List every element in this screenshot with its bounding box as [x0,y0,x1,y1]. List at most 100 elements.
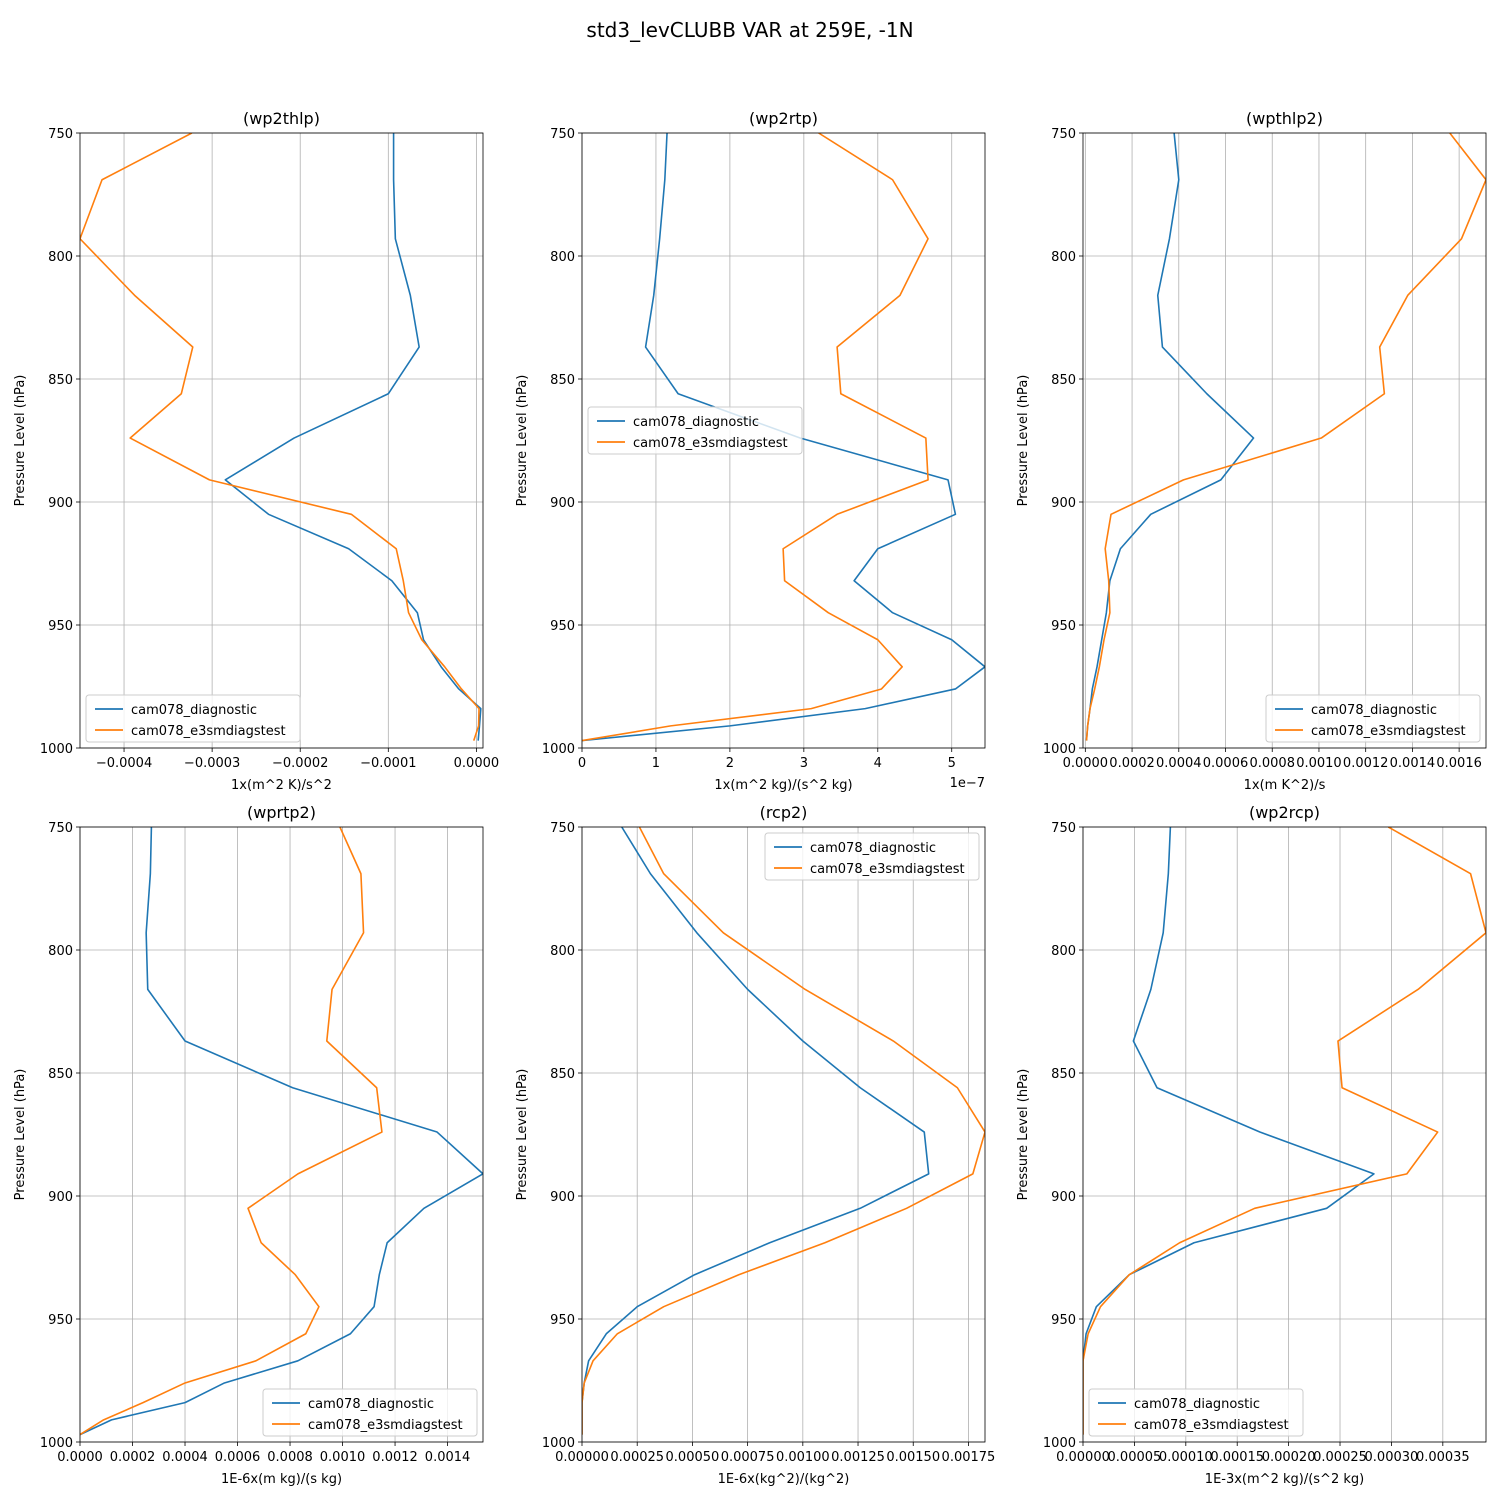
y-tick-label: 850 [550,1067,575,1082]
legend-label: cam078_e3smdiagstest [633,436,788,451]
subplot-wpthlp2: 0.0000 0.0002 0.0004 0.0006 0.0008 0.0010 0.00… [1016,109,1487,793]
series-line-cam078_e3smdiagstest [80,827,383,1436]
x-tick-label: 0.0002 [110,1450,156,1465]
plot-frame [1082,132,1487,749]
y-tick-label: 900 [48,496,73,511]
x-tick-label: 5 [948,756,956,771]
legend-label: cam078_e3smdiagstest [1311,724,1466,739]
x-tick-label: 0 [578,756,586,771]
x-tick-label: 0.0000 [454,756,500,771]
x-axis-label: 1E-6x(m kg)/(s kg) [221,1472,342,1487]
figure-title: std3_levCLUBB VAR at 259E, -1N [586,18,913,42]
series-line-cam078_diagnostic [80,827,483,1436]
subplot-title: (rcp2) [760,803,808,822]
legend-label: cam078_diagnostic [308,1397,434,1412]
subplot-rcp2: 0.00000 0.00025 0.00050 0.00075 0.00100 0.001… [515,803,995,1487]
x-tick-label: −0.0004 [96,756,152,771]
y-tick-label: 850 [550,373,575,388]
subplot-title: (wprtp2) [247,803,316,822]
legend-label: cam078_diagnostic [633,415,759,430]
y-tick-label: 800 [48,250,73,265]
legend-box [262,1388,478,1437]
subplot-title: (wp2thlp) [243,109,320,128]
x-tick-label: 0.00005 [1108,1450,1162,1465]
x-tick-label: 0.00100 [776,1450,830,1465]
x-tick-label: 0.00025 [610,1450,664,1465]
legend: cam078_diagnostic cam078_e3smdiagstest [1265,694,1481,743]
legend-label: cam078_e3smdiagstest [308,1418,463,1433]
subplot-wp2thlp: −0.0004 −0.0003 −0.0002 −0.0001 0.0000 750 800… [13,109,499,793]
x-tick-label: 0.00175 [942,1450,996,1465]
series-line-cam078_diagnostic [582,133,985,742]
y-tick-label: 750 [48,127,73,142]
y-axis-label: Pressure Level (hPa) [13,375,28,507]
x-tick-label: 0.0012 [1343,756,1389,771]
series-line-cam078_e3smdiagstest [582,133,929,742]
x-tick-label: 0.0002 [1109,756,1155,771]
subplot-grid: −0.0004 −0.0003 −0.0002 −0.0001 0.0000 750 800… [13,109,1487,1487]
y-tick-label: 850 [48,1067,73,1082]
legend: cam078_diagnostic cam078_e3smdiagstest [85,694,301,743]
y-tick-label: 950 [550,619,575,634]
series-line-cam078_diagnostic [582,827,930,1435]
series-line-cam078_e3smdiagstest [80,133,480,741]
x-tick-label: 0.0016 [1436,756,1482,771]
x-tick-label: 1 [652,756,660,771]
y-tick-label: 1000 [542,742,575,757]
x-tick-label: 0.00015 [1210,1450,1264,1465]
legend-box [85,694,301,743]
x-tick-label: 0.00030 [1365,1450,1419,1465]
plot-frame [79,826,484,1443]
y-tick-label: 800 [550,944,575,959]
x-tick-label: 0.00000 [555,1450,609,1465]
y-tick-label: 950 [48,619,73,634]
y-tick-label: 950 [1051,1313,1076,1328]
legend-label: cam078_e3smdiagstest [1134,1418,1289,1433]
x-tick-label: 0.0008 [267,1450,313,1465]
y-tick-label: 900 [550,1190,575,1205]
x-tick-label: 0.00050 [666,1450,720,1465]
x-tick-label: −0.0001 [360,756,416,771]
y-tick-label: 1000 [1043,1436,1076,1451]
y-tick-label: 900 [550,496,575,511]
y-axis-label: Pressure Level (hPa) [13,1069,28,1201]
x-axis-label: 1x(m K^2)/s [1244,778,1326,793]
x-tick-label: 0.0000 [1063,756,1109,771]
x-tick-label: 0.00010 [1159,1450,1213,1465]
x-tick-label: 0.00025 [1313,1450,1367,1465]
x-tick-label: 4 [874,756,882,771]
legend-box [1088,1388,1304,1437]
plot-frame [79,132,484,749]
legend-label: cam078_e3smdiagstest [131,724,286,739]
legend-box [764,832,980,881]
x-tick-label: 0.0006 [215,1450,261,1465]
y-tick-label: 800 [1051,250,1076,265]
x-tick-label: 0.0012 [372,1450,418,1465]
x-axis-label: 1E-3x(m^2 kg)/(s^2 kg) [1205,1472,1364,1487]
y-tick-label: 800 [550,250,575,265]
plot-frame [581,826,986,1443]
y-tick-label: 750 [550,821,575,836]
legend-label: cam078_e3smdiagstest [810,862,965,877]
subplot-title: (wpthlp2) [1246,109,1323,128]
subplot-title: (wp2rtp) [749,109,818,128]
y-tick-label: 950 [550,1313,575,1328]
x-tick-label: 0.00020 [1262,1450,1316,1465]
plot-frame [581,132,986,749]
x-tick-label: 0.0006 [1203,756,1249,771]
y-axis-label: Pressure Level (hPa) [515,1069,530,1201]
legend-box [587,406,803,455]
y-tick-label: 950 [48,1313,73,1328]
x-axis-label: 1x(m^2 K)/s^2 [231,778,332,793]
y-tick-label: 1000 [542,1436,575,1451]
y-tick-label: 750 [550,127,575,142]
y-tick-label: 800 [1051,944,1076,959]
legend-label: cam078_diagnostic [131,703,257,718]
y-tick-label: 900 [1051,1190,1076,1205]
legend-box [1265,694,1481,743]
y-tick-label: 900 [1051,496,1076,511]
legend: cam078_diagnostic cam078_e3smdiagstest [262,1388,478,1437]
x-tick-label: 0.0014 [425,1450,471,1465]
series-line-cam078_e3smdiagstest [1085,133,1486,741]
